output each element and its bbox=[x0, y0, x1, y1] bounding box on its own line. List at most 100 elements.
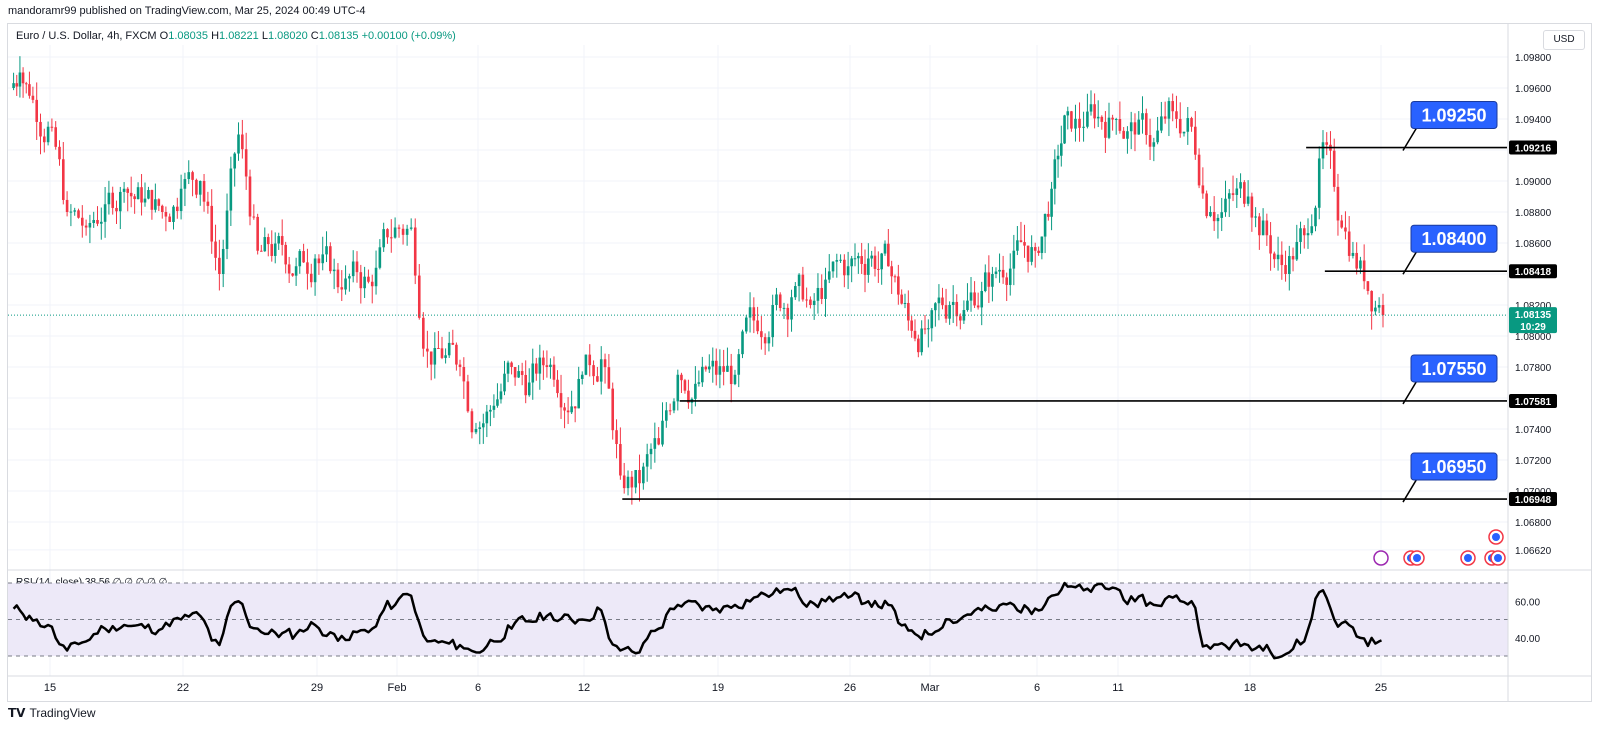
candle-body bbox=[714, 360, 718, 375]
candle-body bbox=[470, 411, 474, 433]
tradingview-logo[interactable]: 𝗧𝗩 TradingView bbox=[8, 706, 96, 720]
candle-body bbox=[1377, 305, 1381, 308]
candle-body bbox=[538, 357, 542, 374]
chart-frame bbox=[7, 23, 1592, 702]
high-label: H bbox=[211, 30, 220, 42]
candle-body bbox=[545, 365, 549, 367]
candle-body bbox=[462, 367, 466, 382]
candle-body bbox=[206, 201, 210, 206]
candle-body bbox=[672, 401, 676, 411]
candle-body bbox=[816, 287, 820, 301]
last-price-countdown: 10:29 bbox=[1520, 322, 1546, 333]
candle-body bbox=[478, 427, 482, 429]
level-axis-tag-label: 1.06948 bbox=[1515, 495, 1552, 506]
candle-body bbox=[389, 237, 393, 239]
candle-body bbox=[577, 378, 580, 409]
candle-body bbox=[397, 227, 401, 229]
candle-body bbox=[1012, 250, 1016, 269]
candle-body bbox=[1246, 196, 1250, 204]
candle-body bbox=[737, 354, 741, 375]
candle-body bbox=[351, 261, 355, 277]
callout-label: 1.07550 bbox=[1421, 359, 1486, 379]
candle-body bbox=[1133, 122, 1137, 135]
candle-body bbox=[649, 448, 653, 455]
candle-body bbox=[444, 355, 447, 358]
candle-body bbox=[422, 317, 425, 349]
level-axis-tag bbox=[1509, 492, 1557, 507]
candle-body bbox=[694, 383, 697, 399]
candle-body bbox=[683, 380, 687, 391]
candle-body bbox=[853, 258, 857, 260]
time-tick-label: Feb bbox=[388, 682, 407, 694]
candle-body bbox=[1336, 186, 1340, 221]
event-flag-icon bbox=[1373, 550, 1389, 566]
currency-button[interactable]: USD bbox=[1543, 30, 1585, 50]
candle-body bbox=[900, 294, 903, 304]
candle-body bbox=[1359, 260, 1362, 269]
economic-events[interactable] bbox=[1373, 529, 1506, 566]
candle-body bbox=[801, 274, 805, 300]
candle-body bbox=[1030, 247, 1033, 262]
candle-body bbox=[62, 159, 65, 200]
candle-body bbox=[976, 305, 980, 308]
price-tick-label: 1.07200 bbox=[1515, 456, 1552, 467]
time-tick-label: 15 bbox=[44, 682, 56, 694]
callout-pointer bbox=[1402, 248, 1419, 275]
candle-body bbox=[229, 168, 233, 211]
candle-body bbox=[46, 126, 50, 143]
candle-body bbox=[611, 388, 615, 431]
candle-body bbox=[1001, 269, 1005, 278]
candle-body bbox=[482, 423, 485, 428]
time-axis[interactable]: 15 22 29 Feb 6 12 19 26 Mar 6 11 18 25 bbox=[7, 569, 1592, 694]
candle-body bbox=[136, 187, 140, 200]
symbol-name[interactable]: Euro / U.S. Dollar, 4h, FXCM bbox=[16, 30, 157, 42]
candle-body bbox=[897, 276, 900, 295]
candle-body bbox=[870, 255, 873, 259]
candle-body bbox=[321, 254, 325, 264]
candle-body bbox=[168, 216, 171, 222]
callout-pointer bbox=[1402, 476, 1419, 503]
horizontal-levels[interactable]: 1.09250 1.08400 1.07550 1.06950 bbox=[622, 101, 1507, 503]
candle-body bbox=[1243, 182, 1246, 204]
candle-body bbox=[119, 191, 122, 212]
candle-body bbox=[157, 199, 161, 206]
candle-body bbox=[191, 172, 194, 180]
candle-body bbox=[73, 210, 76, 212]
candle-body bbox=[733, 374, 737, 385]
candle-body bbox=[12, 83, 15, 88]
event-flag-center bbox=[1492, 533, 1500, 541]
candle-body bbox=[367, 276, 370, 282]
candle-body bbox=[1201, 185, 1205, 194]
price-axis[interactable]: 1.098001.096001.094001.092001.090001.088… bbox=[1507, 23, 1557, 702]
price-tick-label: 1.08000 bbox=[1515, 332, 1552, 343]
candle-body bbox=[676, 374, 680, 402]
candle-body bbox=[1194, 126, 1197, 155]
price-tick-label: 1.09000 bbox=[1515, 177, 1552, 188]
event-flag-center bbox=[1494, 554, 1502, 562]
candle-body bbox=[1148, 135, 1152, 147]
candle-body bbox=[1008, 268, 1012, 285]
candle-body bbox=[413, 227, 417, 276]
candle-body bbox=[284, 244, 287, 265]
candle-body bbox=[1040, 236, 1044, 253]
candle-body bbox=[809, 299, 812, 305]
candle-body bbox=[466, 381, 470, 412]
candle-body bbox=[1066, 111, 1070, 116]
candle-body bbox=[1047, 213, 1050, 217]
candle-body bbox=[599, 359, 603, 382]
candle-body bbox=[948, 305, 951, 319]
close-label: C bbox=[310, 30, 319, 42]
candle-body bbox=[143, 198, 147, 203]
price-tick-label: 1.08200 bbox=[1515, 301, 1552, 312]
candle-body bbox=[1344, 227, 1347, 232]
candle-body bbox=[1118, 119, 1122, 131]
candle-body bbox=[1332, 150, 1336, 187]
candle-body bbox=[263, 237, 267, 252]
candle-body bbox=[103, 204, 107, 222]
candle-body bbox=[622, 475, 626, 489]
candle-body bbox=[850, 258, 853, 267]
candle-body bbox=[270, 244, 274, 256]
candle-body bbox=[873, 255, 877, 269]
candle-body bbox=[1144, 113, 1148, 136]
